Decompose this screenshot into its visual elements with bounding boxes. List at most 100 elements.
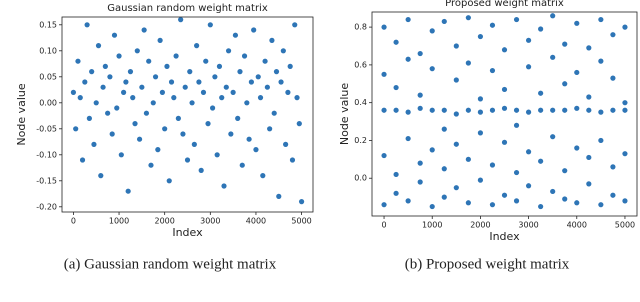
point (574, 145, 580, 151)
point (562, 41, 568, 47)
point (538, 90, 544, 96)
point (501, 139, 508, 145)
point (130, 95, 136, 101)
point (441, 107, 447, 113)
point (296, 121, 302, 127)
point (196, 79, 202, 85)
point (127, 69, 134, 75)
point (269, 37, 275, 44)
point (168, 79, 175, 85)
point (381, 152, 387, 159)
point (525, 64, 532, 70)
x-tick-label: 3000 (518, 221, 538, 230)
y-tick-label: 0.8 (354, 23, 367, 32)
point (622, 24, 628, 30)
point (393, 190, 399, 196)
point (125, 188, 131, 194)
point (187, 69, 193, 75)
y-tick-label: -0.05 (36, 124, 57, 133)
point (598, 109, 604, 115)
x-tick-label: 4000 (246, 217, 266, 226)
point (173, 53, 179, 59)
point (166, 178, 172, 184)
point (100, 84, 106, 90)
point (262, 58, 268, 64)
point (139, 84, 145, 90)
point (441, 194, 447, 200)
point (89, 69, 95, 75)
point (205, 121, 211, 127)
point (292, 22, 298, 28)
y-axis-label: Node value (338, 83, 351, 145)
point (230, 89, 236, 95)
point (141, 27, 147, 33)
point (501, 192, 508, 198)
point (586, 94, 592, 100)
point (175, 115, 181, 121)
point (489, 22, 496, 28)
point (155, 147, 161, 153)
point (216, 63, 223, 69)
point (82, 79, 88, 85)
point (574, 200, 580, 206)
point (465, 60, 471, 66)
point (118, 152, 124, 158)
point (417, 50, 423, 57)
point (116, 53, 122, 59)
y-tick-label: 0.6 (354, 60, 367, 69)
point (598, 202, 604, 208)
point (223, 84, 229, 90)
point (237, 69, 243, 75)
point (429, 147, 435, 153)
point (429, 28, 435, 34)
point (381, 71, 387, 77)
point (610, 75, 616, 81)
point (246, 136, 252, 142)
point (453, 185, 459, 191)
point (298, 199, 305, 205)
point (429, 66, 435, 72)
point (203, 58, 209, 64)
point (501, 86, 508, 93)
chart-title: Gaussian random weight matrix (107, 3, 268, 14)
point (610, 192, 616, 198)
point (393, 107, 399, 113)
point (214, 152, 220, 158)
x-tick-label: 0 (71, 217, 76, 226)
point (136, 136, 143, 142)
point (287, 63, 293, 69)
caption: (b) Proposed weight matrix (405, 256, 570, 272)
point (251, 27, 257, 33)
point (525, 149, 532, 155)
point (550, 107, 556, 113)
y-tick-label: 0.15 (39, 20, 57, 29)
y-tick-label: -0.20 (36, 202, 57, 211)
point (146, 58, 152, 64)
y-tick-label: 0.10 (39, 46, 57, 55)
point (586, 181, 592, 187)
y-tick-label: 0.00 (39, 98, 57, 107)
y-tick-label: -0.10 (36, 150, 57, 159)
point (182, 84, 188, 90)
point (73, 126, 79, 132)
point (562, 168, 568, 174)
point (550, 188, 556, 195)
point (98, 173, 104, 179)
point (417, 160, 423, 166)
point (111, 32, 118, 38)
point (105, 110, 111, 116)
point (538, 107, 544, 113)
point (525, 183, 532, 189)
point (393, 84, 399, 91)
point (562, 107, 568, 113)
point (95, 43, 102, 49)
point (107, 74, 113, 80)
point (289, 157, 296, 163)
point (159, 89, 165, 95)
point (610, 32, 616, 38)
point (574, 69, 580, 76)
point (525, 37, 532, 43)
point (489, 202, 496, 208)
point (121, 89, 127, 95)
x-tick-label: 3000 (200, 217, 220, 226)
